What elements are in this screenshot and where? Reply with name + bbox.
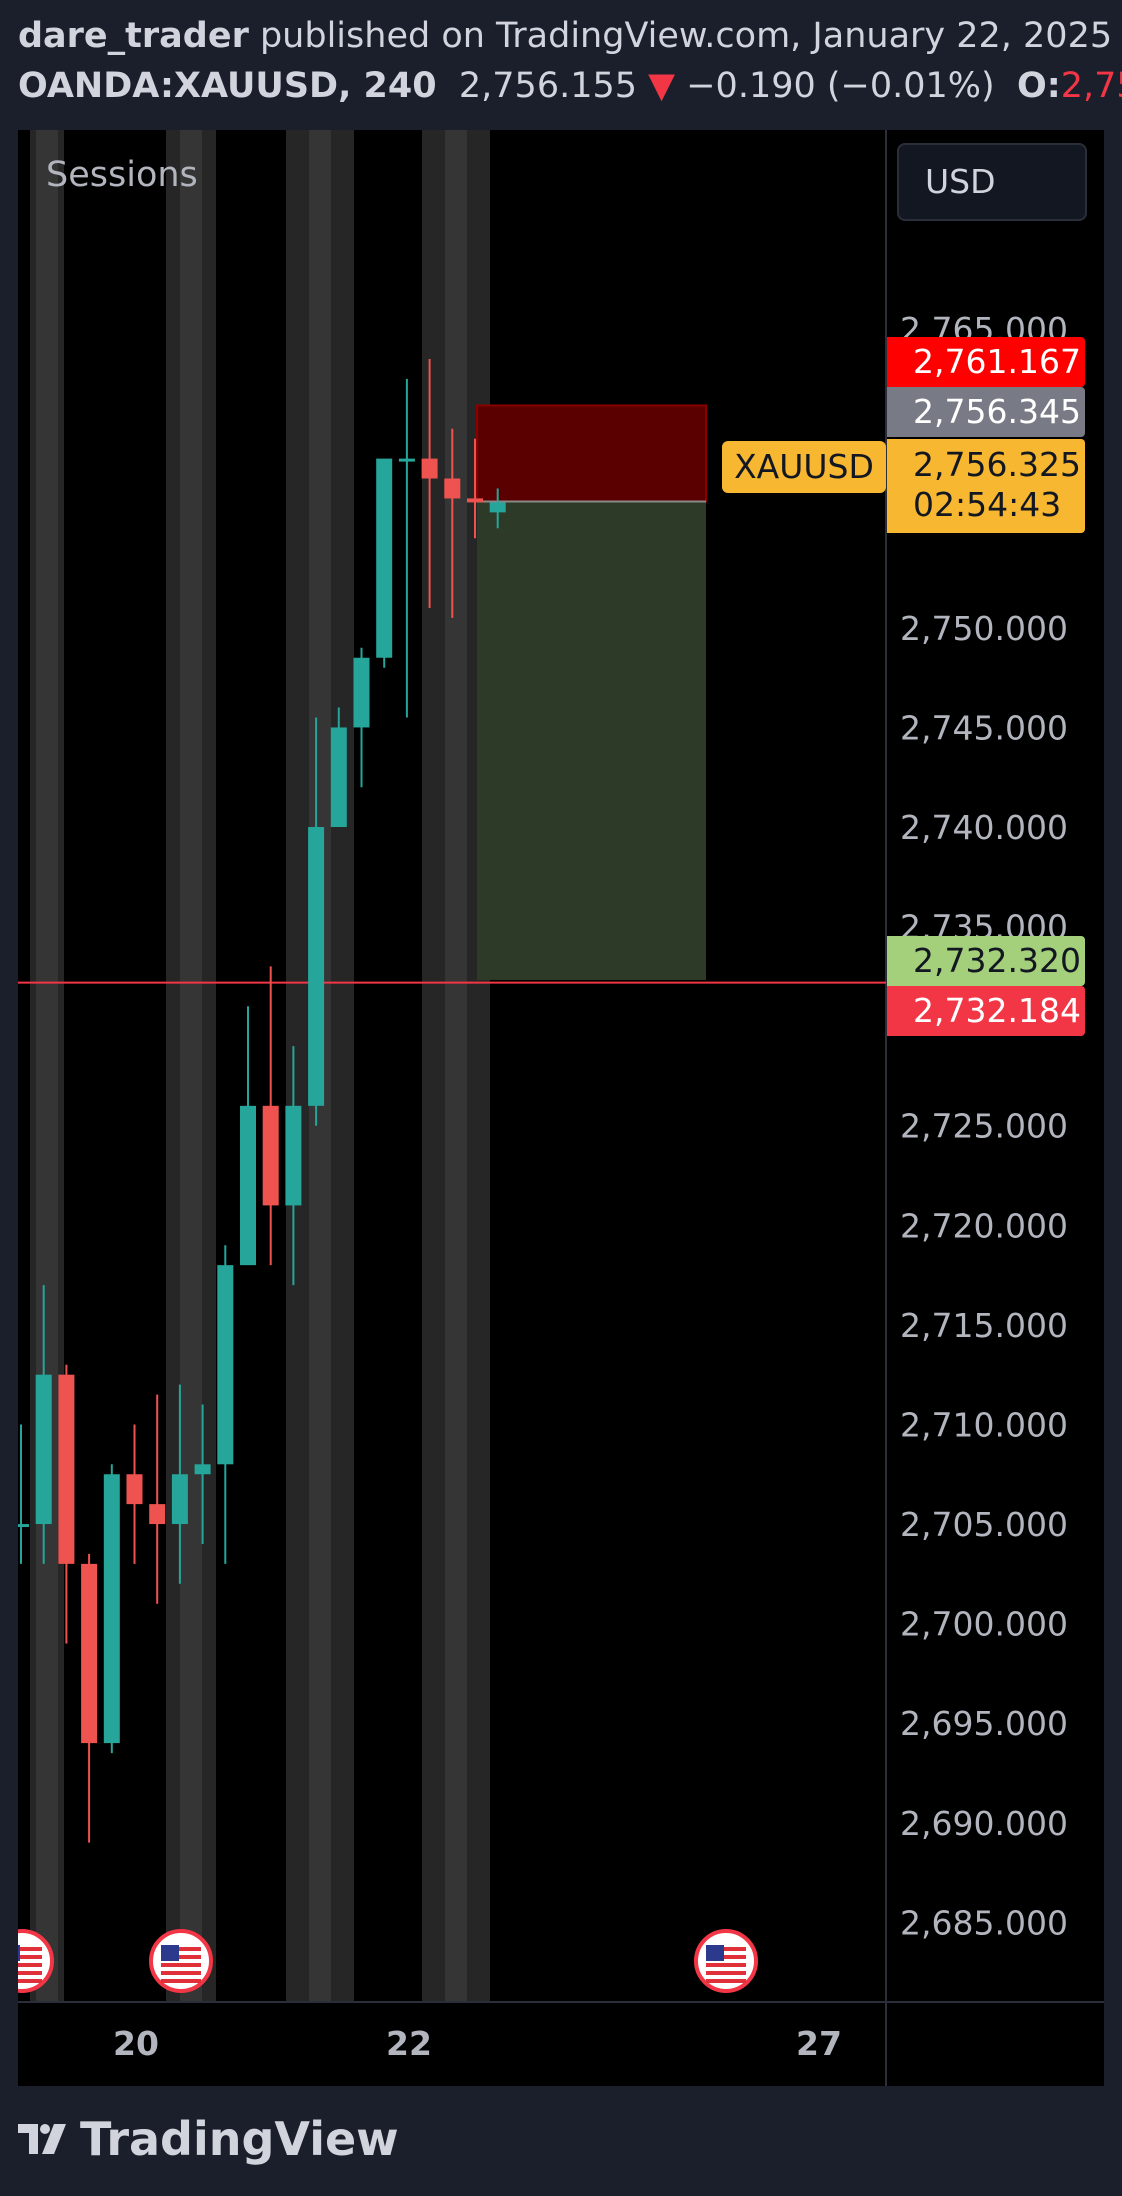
price-axis-tick: 2,695.000 — [900, 1704, 1068, 1743]
position-target-zone — [477, 501, 706, 980]
candle-body — [398, 458, 415, 462]
candle-body — [171, 1474, 188, 1525]
us-flag-stripe — [161, 1971, 201, 1975]
down-arrow-icon: ▼ — [648, 66, 676, 106]
symbol-name[interactable]: OANDA:XAUUSD, 240 — [18, 66, 437, 106]
us-flag-icon[interactable] — [694, 1929, 758, 1993]
us-flag-stripe — [18, 1955, 42, 1959]
chart-canvas[interactable]: 2,765.0002,750.0002,745.0002,740.0002,73… — [18, 130, 1104, 2086]
sessions-indicator-label[interactable]: Sessions — [46, 155, 198, 195]
open-label: O: — [1016, 66, 1061, 106]
position-stop-zone — [476, 404, 707, 503]
author-name[interactable]: dare_trader — [18, 16, 249, 56]
us-flag-stripe — [706, 1963, 746, 1967]
candle-body — [467, 498, 483, 503]
session-highlights — [30, 130, 490, 2002]
candle-body — [330, 727, 347, 828]
stop-price-tag: 2,761.167 — [887, 337, 1085, 387]
us-flag-icon[interactable] — [149, 1929, 213, 1993]
us-flag-stripe — [706, 1979, 746, 1983]
us-flag-canton — [18, 1945, 20, 1961]
price-axis-tick: 2,740.000 — [900, 808, 1068, 847]
price-change: −0.190 (−0.01%) — [686, 66, 995, 106]
published-text: published on TradingView.com, January 22… — [248, 16, 1122, 56]
us-flag-stripe — [18, 1963, 42, 1967]
time-axis-tick: 22 — [386, 2024, 432, 2063]
candle-body — [194, 1464, 211, 1475]
us-flag-stripe — [161, 1963, 201, 1967]
price-axis-tick: 2,725.000 — [900, 1107, 1068, 1146]
us-flag-stripe — [706, 1955, 746, 1959]
open-value: 2,755.74 — [1060, 66, 1122, 106]
us-flag-stripe — [161, 1979, 201, 1983]
candle-body — [376, 458, 393, 658]
target-price-tag: 2,732.320 — [887, 936, 1085, 986]
last-price-tag: 2,756.325 02:54:43 — [887, 439, 1085, 533]
us-flag-ring — [18, 1929, 54, 1993]
price-axis: 2,765.0002,750.0002,745.0002,740.0002,73… — [900, 310, 1068, 1942]
time-axis-tick: 20 — [113, 2024, 159, 2063]
tradingview-logo[interactable]: TradingView — [18, 2112, 399, 2166]
us-flag-stripe — [706, 1971, 746, 1975]
price-axis-tick: 2,750.000 — [900, 609, 1068, 648]
session-core — [180, 130, 202, 2002]
last-price-value: 2,756.325 — [913, 445, 1081, 484]
us-flag-stripe — [18, 1979, 42, 1983]
candle-body — [149, 1504, 166, 1525]
us-flag-canton — [706, 1945, 724, 1961]
currency-selector[interactable]: USD — [897, 143, 1087, 221]
candles — [18, 359, 506, 1843]
candle-body — [308, 827, 325, 1106]
price-axis-tick: 2,700.000 — [900, 1605, 1068, 1644]
short-position-tool — [476, 404, 707, 980]
candle-body — [35, 1374, 52, 1525]
candle-body — [81, 1563, 98, 1744]
time-axis: 20 22 27 — [113, 2024, 842, 2063]
candle-body — [217, 1265, 234, 1465]
us-flag-canton — [161, 1945, 179, 1961]
candle-body — [285, 1105, 302, 1206]
candle-body — [240, 1105, 256, 1266]
symbol-info: OANDA:XAUUSD, 240 2,756.155 ▼ −0.190 (−0… — [18, 64, 1122, 108]
tradingview-logo-icon — [18, 2124, 66, 2154]
candle-body — [103, 1474, 120, 1744]
candle-body — [126, 1474, 143, 1505]
us-flag-stripe — [161, 1955, 201, 1959]
price-axis-tick: 2,690.000 — [900, 1804, 1068, 1843]
candle-body — [18, 1524, 29, 1528]
price-axis-tick: 2,720.000 — [900, 1206, 1068, 1245]
candle-body — [353, 657, 370, 728]
symbol-label: XAUUSD — [722, 441, 886, 493]
last-price: 2,756.155 — [458, 66, 638, 106]
price-axis-tick: 2,715.000 — [900, 1306, 1068, 1345]
candle-body — [421, 458, 438, 479]
us-flag-stripe — [706, 1947, 746, 1951]
candle-body — [262, 1105, 279, 1206]
entry-price-tag: 2,756.345 — [887, 387, 1085, 437]
bar-countdown: 02:54:43 — [913, 485, 1062, 524]
session-core — [36, 130, 58, 2002]
candle-body — [58, 1374, 75, 1564]
price-axis-tick: 2,745.000 — [900, 708, 1068, 747]
event-flags — [18, 1929, 758, 1993]
us-flag-stripe — [18, 1947, 42, 1951]
session-core — [445, 130, 467, 2002]
candle-body — [489, 502, 506, 513]
candle-body — [444, 478, 461, 499]
price-axis-tick: 2,685.000 — [900, 1903, 1068, 1942]
hline-price-tag: 2,732.184 — [887, 986, 1085, 1036]
tradingview-brand: TradingView — [80, 2112, 399, 2166]
time-axis-tick: 27 — [796, 2024, 842, 2063]
price-axis-tick: 2,710.000 — [900, 1405, 1068, 1444]
us-flag-stripe — [161, 1947, 201, 1951]
price-axis-tick: 2,705.000 — [900, 1505, 1068, 1544]
publish-info: dare_trader published on TradingView.com… — [18, 14, 1122, 58]
us-flag-stripe — [18, 1971, 42, 1975]
us-flag-icon[interactable] — [18, 1929, 54, 1993]
